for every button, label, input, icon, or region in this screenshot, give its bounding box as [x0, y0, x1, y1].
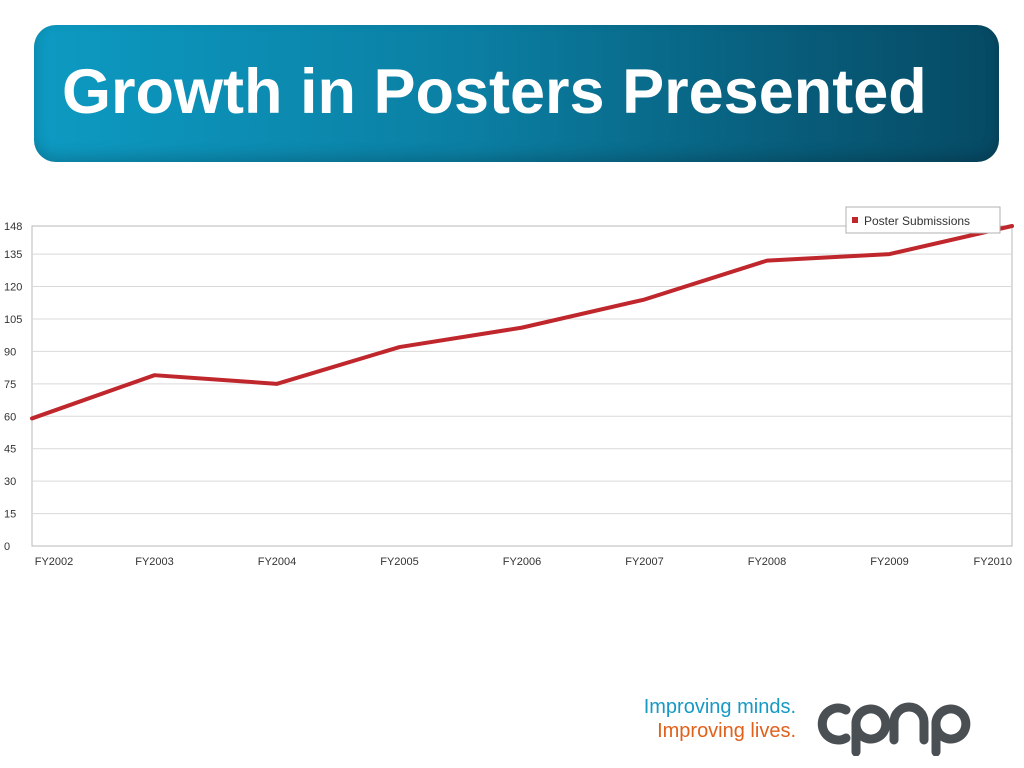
- tagline-line-1: Improving minds.: [643, 696, 796, 718]
- x-tick-label: FY2003: [135, 556, 174, 568]
- x-tick-label: FY2007: [625, 556, 664, 568]
- y-tick-label: 60: [4, 411, 16, 423]
- tagline-line-2: Improving lives.: [657, 720, 796, 742]
- y-tick-label: 148: [4, 221, 22, 233]
- series-lines: [30, 224, 1014, 421]
- x-tick-label: FY2009: [870, 556, 909, 568]
- title-banner: Growth in Posters Presented: [34, 25, 999, 162]
- y-tick-label: 0: [4, 541, 10, 553]
- x-tick-label: FY2004: [258, 556, 297, 568]
- y-tick-label: 90: [4, 346, 16, 358]
- cpnp-logo-icon: [817, 702, 971, 756]
- x-tick-label: FY2002: [35, 556, 74, 568]
- plot-area: [31, 225, 1013, 547]
- x-tick-label: FY2010: [973, 556, 1012, 568]
- y-tick-label: 135: [4, 249, 22, 261]
- y-tick-label: 15: [4, 509, 16, 521]
- x-tick-label: FY2008: [748, 556, 787, 568]
- gridlines: [32, 253, 1012, 515]
- y-axis-ticks: 0 15 30 45 60 75 90 105 120 135 148: [4, 221, 22, 553]
- legend: Poster Submissions: [845, 206, 1001, 234]
- organization-logo-area: Improving minds. Improving lives.: [630, 690, 1010, 760]
- y-tick-label: 105: [4, 314, 22, 326]
- y-tick-label: 120: [4, 282, 22, 294]
- legend-box: [845, 206, 1001, 234]
- x-axis-ticks: FY2002 FY2003 FY2004 FY2005 FY2006 FY2007 FY20…: [35, 556, 1012, 568]
- y-tick-label: 45: [4, 444, 16, 456]
- slide-title: Growth in Posters Presented: [62, 57, 927, 127]
- y-tick-label: 75: [4, 379, 16, 391]
- x-tick-label: FY2005: [380, 556, 419, 568]
- legend-swatch: [852, 217, 858, 223]
- x-tick-label: FY2006: [503, 556, 542, 568]
- y-tick-label: 30: [4, 476, 16, 488]
- legend-label: Poster Submissions: [864, 214, 970, 228]
